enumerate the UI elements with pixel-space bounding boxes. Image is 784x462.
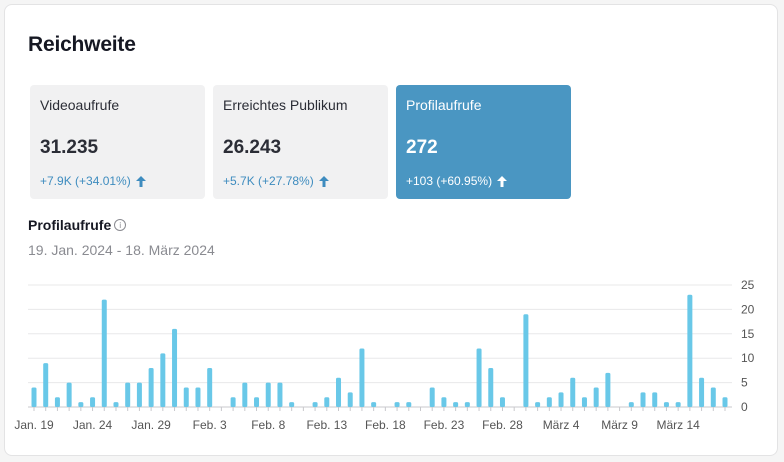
bar bbox=[371, 402, 377, 407]
bar bbox=[172, 328, 178, 407]
bar bbox=[523, 314, 529, 407]
y-tick-label: 10 bbox=[741, 351, 755, 365]
x-tick-label: Jan. 24 bbox=[73, 418, 113, 432]
x-tick-label: Feb. 18 bbox=[365, 418, 406, 432]
bar bbox=[394, 402, 400, 407]
bar bbox=[347, 392, 353, 407]
bar bbox=[160, 353, 166, 407]
date-range: 19. Jan. 2024 - 18. März 2024 bbox=[28, 242, 215, 258]
bar bbox=[242, 382, 248, 407]
bar bbox=[324, 397, 330, 407]
bar bbox=[722, 397, 728, 407]
bar bbox=[441, 397, 447, 407]
metric-delta-text: +5.7K (+27.78%) bbox=[223, 174, 314, 188]
x-tick-label: März 9 bbox=[601, 418, 638, 432]
bar bbox=[359, 348, 365, 407]
bar bbox=[406, 402, 412, 407]
bar bbox=[195, 387, 201, 407]
metric-label: Erreichtes Publikum bbox=[223, 97, 348, 113]
bar bbox=[43, 363, 49, 407]
bar bbox=[66, 382, 72, 407]
bar bbox=[289, 402, 295, 407]
metric-delta: +5.7K (+27.78%) bbox=[223, 174, 388, 188]
metric-card-reached-audience[interactable]: Erreichtes Publikum 26.243 +5.7K (+27.78… bbox=[213, 85, 388, 199]
bar bbox=[710, 387, 716, 407]
bar bbox=[148, 367, 154, 407]
bar bbox=[254, 397, 260, 407]
bar bbox=[605, 372, 611, 407]
page-title: Reichweite bbox=[28, 33, 136, 56]
bar bbox=[429, 387, 435, 407]
metric-delta-text: +103 (+60.95%) bbox=[406, 174, 493, 188]
x-tick-label: März 4 bbox=[543, 418, 580, 432]
metric-label: Profilaufrufe bbox=[406, 97, 482, 113]
bar bbox=[336, 377, 342, 407]
metric-value: 26.243 bbox=[223, 137, 282, 158]
bar bbox=[687, 294, 693, 407]
bar bbox=[90, 397, 96, 407]
bar bbox=[230, 397, 236, 407]
bar bbox=[675, 402, 681, 407]
arrow-up-icon bbox=[497, 175, 508, 187]
bar bbox=[113, 402, 119, 407]
metric-delta: +7.9K (+34.01%) bbox=[40, 174, 205, 188]
info-icon[interactable]: i bbox=[114, 219, 127, 231]
x-tick-label: Feb. 13 bbox=[306, 418, 347, 432]
y-tick-label: 0 bbox=[741, 400, 748, 414]
bar bbox=[652, 392, 658, 407]
metric-value: 272 bbox=[406, 137, 438, 158]
bar bbox=[277, 382, 283, 407]
x-tick-label: Feb. 3 bbox=[193, 418, 227, 432]
bar bbox=[593, 387, 599, 407]
metric-value: 31.235 bbox=[40, 137, 99, 158]
bar bbox=[581, 397, 587, 407]
x-tick-label: März 14 bbox=[656, 418, 700, 432]
bar bbox=[265, 382, 271, 407]
bar bbox=[78, 402, 84, 407]
bar bbox=[535, 402, 541, 407]
bar bbox=[570, 377, 576, 407]
arrow-up-icon bbox=[135, 175, 146, 187]
bar bbox=[628, 402, 634, 407]
bar bbox=[125, 382, 131, 407]
metric-delta: +103 (+60.95%) bbox=[406, 174, 571, 188]
bar bbox=[464, 402, 470, 407]
bar bbox=[546, 397, 552, 407]
y-tick-label: 20 bbox=[741, 302, 755, 316]
x-tick-label: Jan. 29 bbox=[131, 418, 171, 432]
bar bbox=[54, 397, 60, 407]
y-tick-label: 5 bbox=[741, 376, 748, 390]
bar bbox=[499, 397, 505, 407]
chart-section-title: Profilaufrufe i bbox=[28, 217, 127, 233]
x-tick-label: Feb. 23 bbox=[424, 418, 465, 432]
bar bbox=[640, 392, 646, 407]
chart-title-text: Profilaufrufe bbox=[28, 217, 112, 233]
metric-delta-text: +7.9K (+34.01%) bbox=[40, 174, 131, 188]
metric-card-profile-views[interactable]: Profilaufrufe 272 +103 (+60.95%) bbox=[396, 85, 571, 199]
x-tick-label: Feb. 28 bbox=[482, 418, 523, 432]
x-tick-label: Feb. 8 bbox=[251, 418, 285, 432]
bar bbox=[663, 402, 669, 407]
bar bbox=[312, 402, 318, 407]
bar bbox=[183, 387, 189, 407]
arrow-up-icon bbox=[318, 175, 329, 187]
metric-card-video-views[interactable]: Videoaufrufe 31.235 +7.9K (+34.01%) bbox=[30, 85, 205, 199]
bar bbox=[31, 387, 37, 407]
metric-label: Videoaufrufe bbox=[40, 97, 120, 113]
bar bbox=[488, 367, 494, 407]
bar bbox=[101, 299, 107, 407]
bar bbox=[699, 377, 705, 407]
y-tick-label: 15 bbox=[741, 327, 755, 341]
bar bbox=[207, 367, 213, 407]
bar bbox=[476, 348, 482, 407]
y-tick-label: 25 bbox=[741, 278, 755, 292]
reach-card bbox=[4, 4, 778, 456]
bar bbox=[453, 402, 459, 407]
bar bbox=[136, 382, 142, 407]
x-tick-label: Jan. 19 bbox=[14, 418, 54, 432]
bar bbox=[558, 392, 564, 407]
